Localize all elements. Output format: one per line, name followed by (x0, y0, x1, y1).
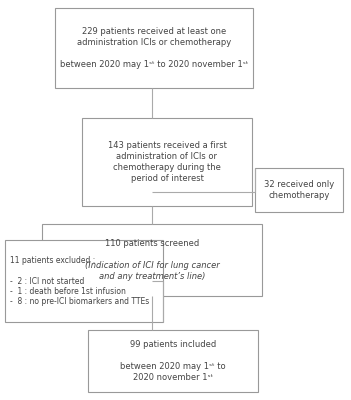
FancyBboxPatch shape (255, 168, 343, 212)
Text: period of interest: period of interest (131, 174, 204, 183)
Text: -  2 : ICI not started: - 2 : ICI not started (10, 276, 84, 286)
Text: 11 patients excluded :: 11 patients excluded : (10, 256, 95, 265)
Text: and any treatment’s line): and any treatment’s line) (99, 272, 205, 281)
Text: 32 received only: 32 received only (264, 180, 334, 189)
Text: 99 patients included: 99 patients included (130, 340, 216, 349)
Text: administration ICIs or chemotherapy: administration ICIs or chemotherapy (77, 38, 231, 47)
Text: 143 patients received a first: 143 patients received a first (107, 141, 226, 150)
FancyBboxPatch shape (5, 240, 163, 322)
Text: 110 patients screened: 110 patients screened (105, 239, 199, 248)
Text: -  8 : no pre-ICI biomarkers and TTEs: - 8 : no pre-ICI biomarkers and TTEs (10, 297, 149, 306)
FancyBboxPatch shape (88, 330, 258, 392)
Text: (Indication of ICI for lung cancer: (Indication of ICI for lung cancer (85, 261, 219, 270)
Text: 2020 november 1ˢᵗ: 2020 november 1ˢᵗ (133, 373, 213, 382)
Text: chemotherapy during the: chemotherapy during the (113, 163, 221, 172)
Text: between 2020 may 1ˢᵗ to: between 2020 may 1ˢᵗ to (120, 362, 226, 371)
Text: 229 patients received at least one: 229 patients received at least one (82, 27, 226, 36)
Text: administration of ICIs or: administration of ICIs or (117, 152, 218, 161)
Text: -  1 : death before 1st infusion: - 1 : death before 1st infusion (10, 287, 126, 296)
Text: chemotherapy: chemotherapy (268, 191, 330, 200)
FancyBboxPatch shape (82, 118, 252, 206)
FancyBboxPatch shape (42, 224, 262, 296)
FancyBboxPatch shape (55, 8, 253, 88)
Text: between 2020 may 1ˢᵗ to 2020 november 1ˢᵗ: between 2020 may 1ˢᵗ to 2020 november 1ˢ… (60, 60, 248, 69)
